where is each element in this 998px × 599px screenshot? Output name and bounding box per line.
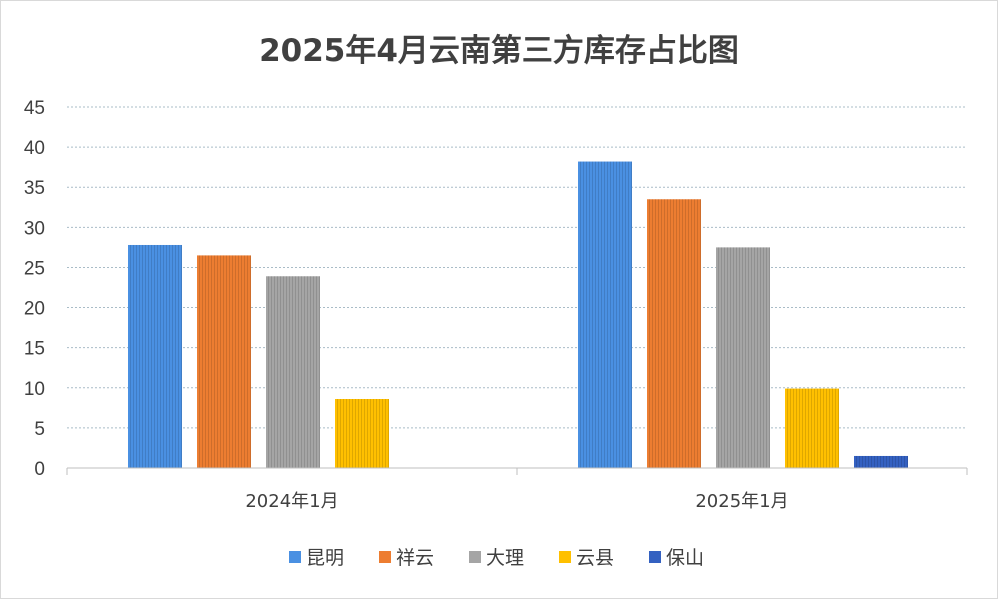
bar-texture	[785, 388, 839, 468]
legend-label: 大理	[486, 547, 524, 569]
y-axis-ticks: 0 5 10 15 20 25 30 35 40 45	[24, 98, 45, 480]
bar-texture	[128, 244, 182, 468]
bar-昆明	[578, 161, 632, 468]
legend-item: 保山	[649, 547, 704, 569]
bar-昆明	[128, 244, 182, 468]
legend-swatch	[469, 551, 481, 563]
bar-大理	[266, 276, 320, 468]
legend-label: 保山	[666, 547, 704, 569]
bar-texture	[854, 455, 908, 468]
y-tick-label: 20	[24, 299, 45, 320]
bar-大理	[716, 247, 770, 468]
bar-保山	[854, 455, 908, 468]
chart-title: 2025年4月云南第三方库存占比图	[259, 33, 739, 69]
y-tick-label: 35	[24, 178, 45, 199]
legend-label: 昆明	[306, 547, 344, 569]
legend-swatch	[289, 551, 301, 563]
legend-item: 云县	[559, 547, 614, 569]
bar-texture	[716, 247, 770, 468]
y-tick-label: 30	[24, 218, 45, 239]
bar-texture	[647, 199, 701, 468]
y-tick-label: 10	[24, 379, 45, 400]
legend-label: 云县	[576, 547, 614, 569]
bar-云县	[785, 388, 839, 468]
legend-swatch	[649, 551, 661, 563]
y-tick-label: 25	[24, 258, 45, 279]
x-axis: 2024年1月 2025年1月	[66, 467, 968, 512]
legend-swatch	[559, 551, 571, 563]
bar-祥云	[647, 199, 701, 468]
y-tick-label: 15	[24, 339, 45, 360]
legend-item: 昆明	[289, 547, 344, 569]
bar-texture	[335, 399, 389, 468]
legend-label: 祥云	[396, 547, 434, 569]
y-tick-label: 0	[34, 459, 45, 480]
x-category-label: 2024年1月	[245, 491, 338, 512]
bar-云县	[335, 399, 389, 468]
legend-item: 祥云	[379, 547, 434, 569]
legend-item: 大理	[469, 547, 524, 569]
y-tick-label: 45	[24, 98, 45, 119]
bar-texture	[266, 276, 320, 468]
bar-texture	[578, 161, 632, 468]
legend-swatch	[379, 551, 391, 563]
bar-texture	[197, 255, 251, 468]
legend: 昆明 祥云 大理 云县 保山	[289, 547, 704, 569]
bar-祥云	[197, 255, 251, 468]
bars	[128, 161, 908, 468]
x-category-label: 2025年1月	[695, 491, 788, 512]
y-tick-label: 40	[24, 138, 45, 159]
y-tick-label: 5	[34, 419, 45, 440]
